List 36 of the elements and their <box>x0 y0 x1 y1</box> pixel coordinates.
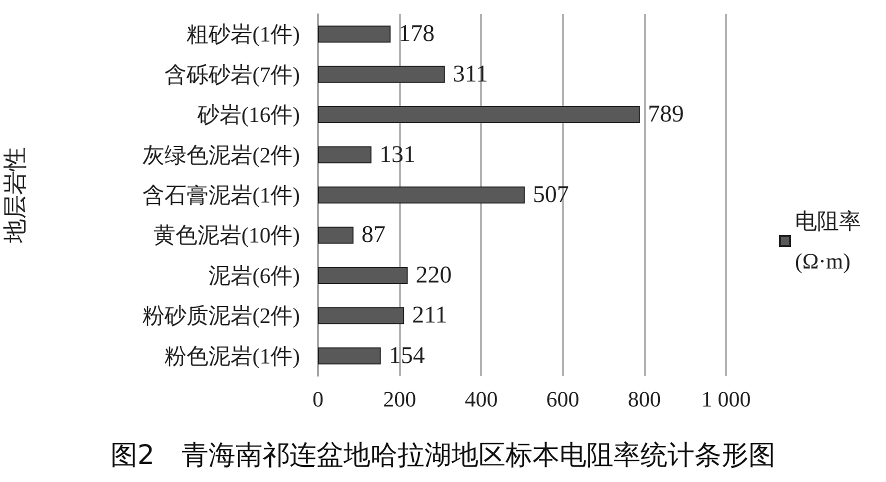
data-label: 311 <box>452 61 488 88</box>
bar <box>318 106 640 124</box>
bar <box>318 226 354 244</box>
legend-label: 电阻率 (Ω·m) <box>795 208 861 274</box>
data-label: 131 <box>379 142 416 168</box>
data-label: 87 <box>361 222 386 248</box>
y-tick-label: 泥岩(6件) <box>208 262 300 288</box>
y-tick-label: 粉砂质泥岩(2件) <box>142 303 300 328</box>
bar <box>318 307 404 324</box>
bar <box>318 146 372 164</box>
bar <box>318 26 391 43</box>
bar <box>318 186 525 204</box>
bar <box>318 266 408 284</box>
y-tick-label: 含石膏泥岩(1件) <box>142 182 300 208</box>
bar <box>318 66 445 83</box>
data-label: 220 <box>416 262 452 288</box>
x-tick-label: 600 <box>546 386 580 412</box>
y-axis-title: 地层岩性 <box>3 147 29 244</box>
y-tick-label: 含砾砂岩(7件) <box>164 62 300 87</box>
text: 图2 青海南祁连盆地哈拉湖地区标本电阻率统计条形图 <box>110 440 776 471</box>
data-label: 789 <box>648 102 684 128</box>
x-tick-label: 400 <box>464 386 498 412</box>
x-tick-label: 800 <box>628 386 661 412</box>
data-label: 154 <box>388 342 425 369</box>
y-tick-label: 粉色泥岩(1件) <box>164 343 300 368</box>
data-label: 211 <box>412 302 448 329</box>
data-label: 507 <box>532 182 569 208</box>
y-tick-label: 粗砂岩(1件) <box>186 22 300 47</box>
y-tick-label: 砂岩(16件) <box>196 102 300 128</box>
x-tick-label: 0 <box>312 386 324 412</box>
data-label: 178 <box>398 21 435 48</box>
bar <box>318 347 381 364</box>
x-tick-label: 1 000 <box>701 386 751 412</box>
y-tick-label: 灰绿色泥岩(2件) <box>142 142 300 168</box>
y-tick-label: 黄色泥岩(10件) <box>153 222 300 248</box>
x-tick-label: 200 <box>383 386 416 412</box>
